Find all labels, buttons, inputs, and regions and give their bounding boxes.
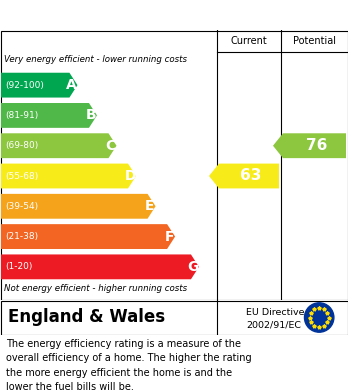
Polygon shape xyxy=(1,255,199,279)
Text: 2002/91/EC: 2002/91/EC xyxy=(246,320,301,329)
Text: F: F xyxy=(164,230,174,244)
Text: The energy efficiency rating is a measure of the
overall efficiency of a home. T: The energy efficiency rating is a measur… xyxy=(6,339,252,391)
Polygon shape xyxy=(1,73,78,98)
Polygon shape xyxy=(209,163,279,188)
Polygon shape xyxy=(273,133,346,158)
Circle shape xyxy=(304,303,334,332)
Text: C: C xyxy=(105,139,116,153)
Polygon shape xyxy=(1,163,136,188)
Text: (39-54): (39-54) xyxy=(5,202,38,211)
Text: Energy Efficiency Rating: Energy Efficiency Rating xyxy=(8,7,229,23)
Text: E: E xyxy=(145,199,154,213)
Text: Potential: Potential xyxy=(293,36,336,46)
Text: (55-68): (55-68) xyxy=(5,172,38,181)
Text: G: G xyxy=(187,260,199,274)
Text: EU Directive: EU Directive xyxy=(246,308,304,317)
Text: 63: 63 xyxy=(240,169,262,183)
Text: (81-91): (81-91) xyxy=(5,111,38,120)
Text: England & Wales: England & Wales xyxy=(8,308,165,326)
Text: (21-38): (21-38) xyxy=(5,232,38,241)
Text: A: A xyxy=(66,78,77,92)
Polygon shape xyxy=(1,224,175,249)
Text: 76: 76 xyxy=(306,138,327,153)
Text: (69-80): (69-80) xyxy=(5,141,38,150)
Text: Not energy efficient - higher running costs: Not energy efficient - higher running co… xyxy=(4,284,187,293)
Polygon shape xyxy=(1,133,117,158)
Polygon shape xyxy=(1,194,156,219)
Text: D: D xyxy=(124,169,136,183)
Polygon shape xyxy=(1,103,97,128)
Text: Current: Current xyxy=(231,36,267,46)
Text: Very energy efficient - lower running costs: Very energy efficient - lower running co… xyxy=(4,55,187,64)
Text: B: B xyxy=(86,108,96,122)
Text: (92-100): (92-100) xyxy=(5,81,44,90)
Text: (1-20): (1-20) xyxy=(5,262,32,271)
